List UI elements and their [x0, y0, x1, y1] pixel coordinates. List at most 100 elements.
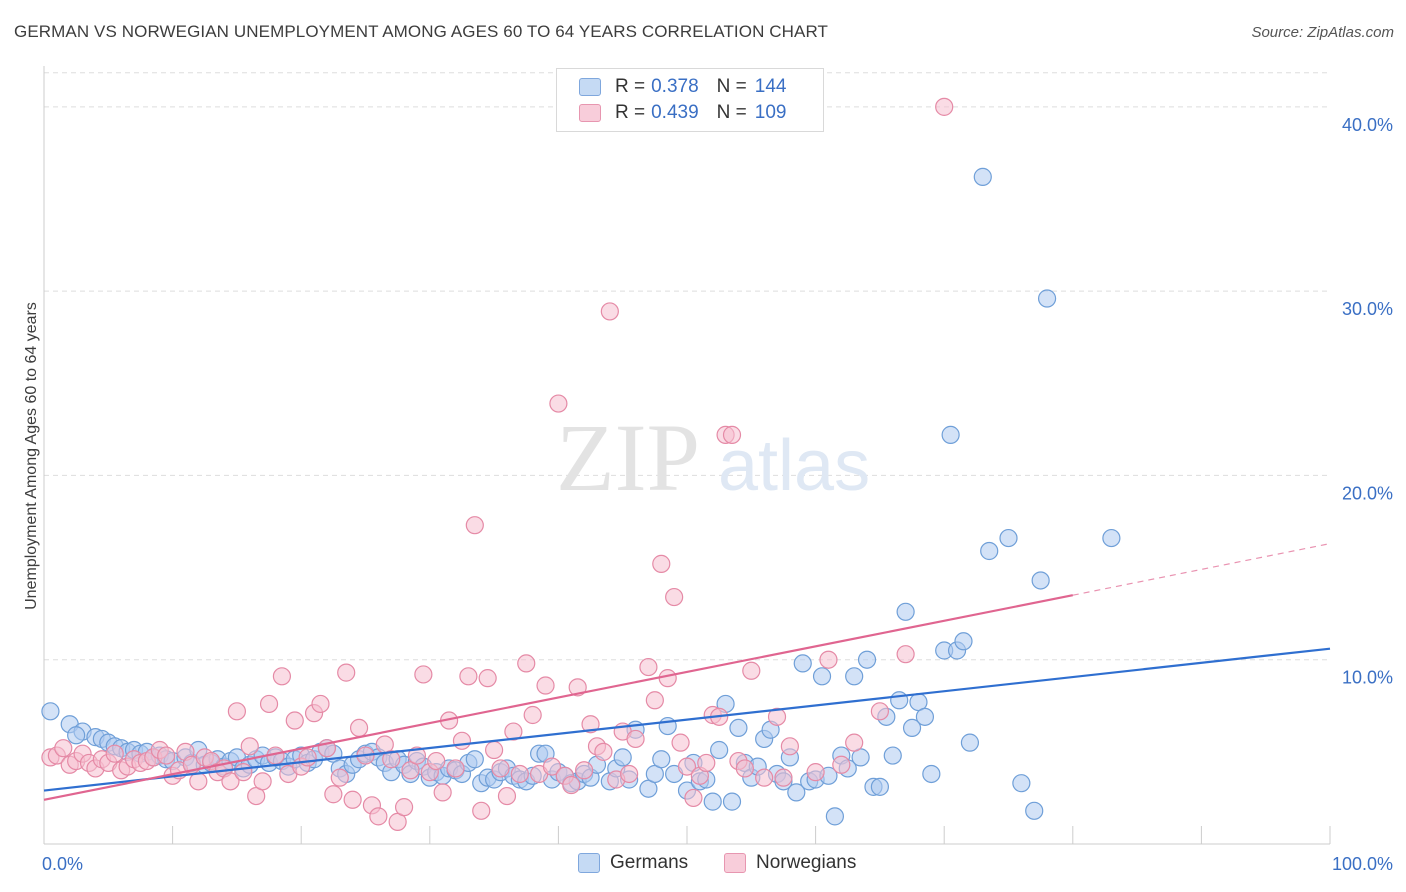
y-tick-label: 30.0%	[1342, 299, 1393, 319]
german-point	[915, 707, 935, 726]
legend-r-value: 0.439	[651, 102, 699, 123]
grid-lines	[44, 72, 1330, 661]
norwegian-point	[735, 759, 754, 778]
german-point	[825, 807, 844, 826]
norwegian-point	[767, 707, 787, 726]
german-point	[896, 602, 915, 621]
y-tick-label: 10.0%	[1342, 668, 1393, 688]
norwegian-point	[870, 702, 890, 721]
german-point	[703, 792, 722, 811]
german-point	[793, 654, 812, 673]
german-point	[613, 748, 632, 767]
german-point	[722, 792, 742, 811]
norwegian-point	[485, 740, 504, 760]
norwegian-point	[324, 785, 343, 804]
norwegian-point	[568, 678, 587, 697]
chart-source: Source: ZipAtlas.com	[1251, 24, 1394, 41]
norwegian-point	[54, 739, 73, 758]
german-point	[1012, 774, 1031, 793]
norwegian-point	[272, 667, 292, 686]
german-point	[870, 777, 890, 796]
norwegian-point	[285, 711, 304, 730]
norwegian-point	[845, 733, 864, 752]
norwegian-point	[523, 705, 542, 725]
norwegians-legend-label: Norwegians	[756, 852, 857, 873]
norwegian-point	[600, 302, 619, 321]
norwegian-point	[504, 722, 523, 741]
legend-n-value: 109	[754, 102, 787, 123]
norwegian-point	[189, 772, 208, 791]
x-tick-label: 0.0%	[42, 854, 83, 874]
norwegian-point	[742, 661, 761, 680]
norwegian-point	[896, 645, 915, 664]
norwegian-point	[240, 737, 259, 756]
norwegian-point	[382, 750, 401, 769]
german-point	[999, 528, 1018, 548]
german-point	[890, 691, 909, 710]
norwegian-point	[427, 751, 446, 771]
norwegian-point	[446, 759, 465, 778]
norwegians-swatch	[579, 104, 601, 122]
norwegian-point	[594, 742, 613, 761]
norwegian-point	[671, 733, 690, 752]
norwegian-point	[510, 764, 529, 784]
trend-lines	[43, 543, 1331, 801]
norwegian-point	[221, 772, 240, 791]
norwegian-point	[414, 665, 433, 684]
norwegian-point	[343, 790, 362, 809]
norwegian-point	[626, 729, 645, 749]
german-point	[67, 726, 86, 745]
german-point	[1102, 528, 1121, 548]
norwegian-point	[935, 97, 954, 116]
legend-n-label: N =	[716, 102, 747, 123]
german-point	[883, 746, 902, 765]
norwegian-point	[677, 757, 697, 776]
norwegian-point	[774, 768, 793, 787]
legend-item-norwegians[interactable]: Norwegians	[724, 852, 856, 874]
germans-legend-label: Germans	[610, 852, 689, 873]
norwegian-point	[658, 669, 677, 688]
series-legend: Germans Norwegians	[0, 852, 1406, 878]
german-point	[710, 740, 729, 760]
german-point	[980, 541, 999, 561]
german-point	[845, 667, 864, 686]
y-tick-label: 20.0%	[1342, 483, 1393, 503]
norwegian-point	[755, 768, 774, 787]
norwegian-point	[536, 676, 555, 695]
germans-swatch	[579, 78, 601, 96]
norwegian-point	[369, 807, 388, 826]
norwegian-point	[298, 748, 317, 767]
german-point	[652, 750, 671, 769]
norwegian-point	[452, 731, 472, 750]
norwegian-point	[227, 702, 246, 721]
norwegians-legend-swatch	[724, 853, 746, 873]
german-point	[1025, 801, 1044, 820]
norwegian-point	[697, 753, 716, 773]
german-point	[857, 650, 877, 669]
norwegian-point	[394, 798, 414, 817]
norwegian-point	[433, 783, 452, 802]
norwegian-point	[639, 657, 658, 677]
norwegian-point	[645, 691, 664, 710]
norwegian-point	[349, 718, 369, 738]
legend-item-germans[interactable]: Germans	[578, 852, 688, 874]
norwegians-trend-extension	[1072, 543, 1331, 596]
norwegian-point	[562, 775, 581, 795]
norwegian-point	[157, 746, 176, 765]
german-point	[729, 718, 748, 738]
norwegian-point	[832, 755, 851, 774]
watermark-zip: ZIP	[556, 404, 700, 511]
norwegian-point	[497, 786, 517, 806]
legend-n-value: 144	[754, 76, 787, 97]
german-point	[973, 167, 992, 186]
norwegian-point	[105, 744, 124, 763]
legend-r-label: R =	[615, 102, 646, 123]
german-point	[941, 425, 960, 444]
norwegian-point	[549, 394, 568, 413]
x-tick-label: 100.0%	[1332, 854, 1393, 874]
norwegian-point	[478, 669, 497, 688]
german-point	[954, 632, 973, 651]
legend-row-germans: R = 0.378 N = 144	[579, 75, 786, 99]
norwegian-point	[684, 788, 703, 808]
